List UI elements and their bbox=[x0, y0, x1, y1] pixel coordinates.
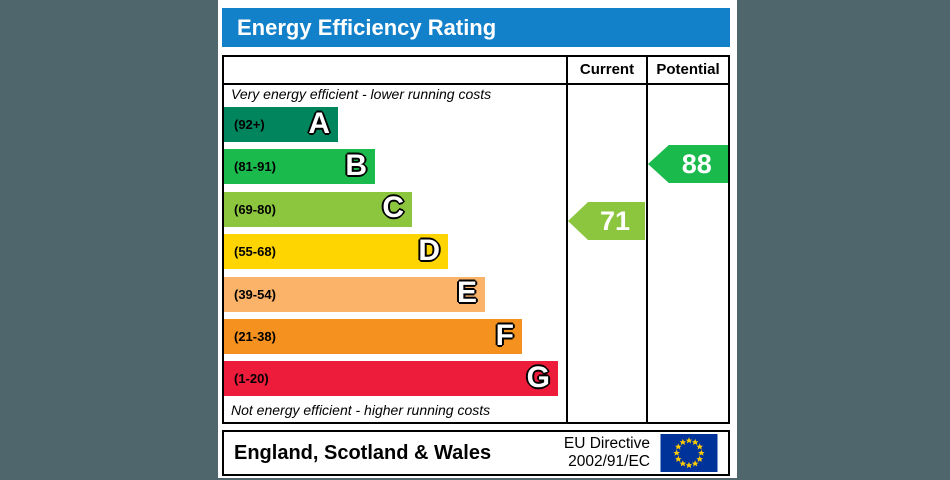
page-title: Energy Efficiency Rating bbox=[237, 15, 497, 40]
band-b-range: (81-91) bbox=[234, 159, 276, 175]
current-rating-value: 71 bbox=[599, 205, 630, 236]
band-e-letter: E bbox=[456, 276, 477, 310]
potential-column-header: Potential bbox=[656, 61, 720, 78]
potential-rating-value: 88 bbox=[681, 148, 712, 179]
eu-directive-line2: 2002/91/EC bbox=[568, 453, 650, 470]
band-f: (21-38) F bbox=[224, 319, 522, 354]
header-row-divider bbox=[224, 83, 728, 85]
current-column-header: Current bbox=[579, 61, 635, 78]
region-label: England, Scotland & Wales bbox=[234, 442, 492, 464]
epc-certificate-panel: Energy Efficiency Rating Current Potenti… bbox=[218, 0, 737, 478]
band-e-range: (39-54) bbox=[234, 286, 276, 302]
band-a-range: (92+) bbox=[234, 117, 265, 132]
band-c-range: (69-80) bbox=[234, 201, 276, 217]
band-c: (69-80) C bbox=[224, 191, 412, 227]
top-note: Very energy efficient - lower running co… bbox=[231, 86, 492, 102]
potential-rating-arrow: 88 bbox=[648, 145, 728, 183]
eu-directive-label: EU Directive 2002/91/EC bbox=[564, 435, 650, 471]
band-d-range: (55-68) bbox=[234, 244, 276, 260]
rating-table: Current Potential Very energy efficient … bbox=[222, 55, 730, 424]
potential-column-divider bbox=[646, 57, 648, 422]
title-bar: Energy Efficiency Rating bbox=[222, 8, 730, 47]
band-f-range: (21-38) bbox=[234, 329, 276, 344]
band-e: (39-54) E bbox=[224, 276, 485, 312]
current-rating-arrow: 71 bbox=[568, 202, 645, 240]
band-g-range: (1-20) bbox=[234, 371, 269, 387]
band-d: (55-68) D bbox=[224, 233, 448, 270]
eu-flag-icon bbox=[660, 434, 718, 472]
current-column-divider bbox=[566, 57, 568, 422]
eu-directive-line1: EU Directive bbox=[563, 435, 650, 452]
band-f-letter: F bbox=[495, 318, 514, 352]
band-b: (81-91) B bbox=[224, 148, 375, 185]
band-d-letter: D bbox=[418, 233, 440, 267]
bottom-note: Not energy efficient - higher running co… bbox=[231, 402, 491, 418]
band-g: (1-20) G bbox=[224, 360, 558, 397]
footer: England, Scotland & Wales EU Directive 2… bbox=[222, 430, 730, 476]
band-a-letter: A bbox=[308, 106, 330, 140]
band-b-letter: B bbox=[345, 148, 367, 182]
band-g-letter: G bbox=[526, 360, 550, 394]
band-c-letter: C bbox=[382, 191, 404, 225]
band-a: (92+) A bbox=[224, 107, 338, 142]
